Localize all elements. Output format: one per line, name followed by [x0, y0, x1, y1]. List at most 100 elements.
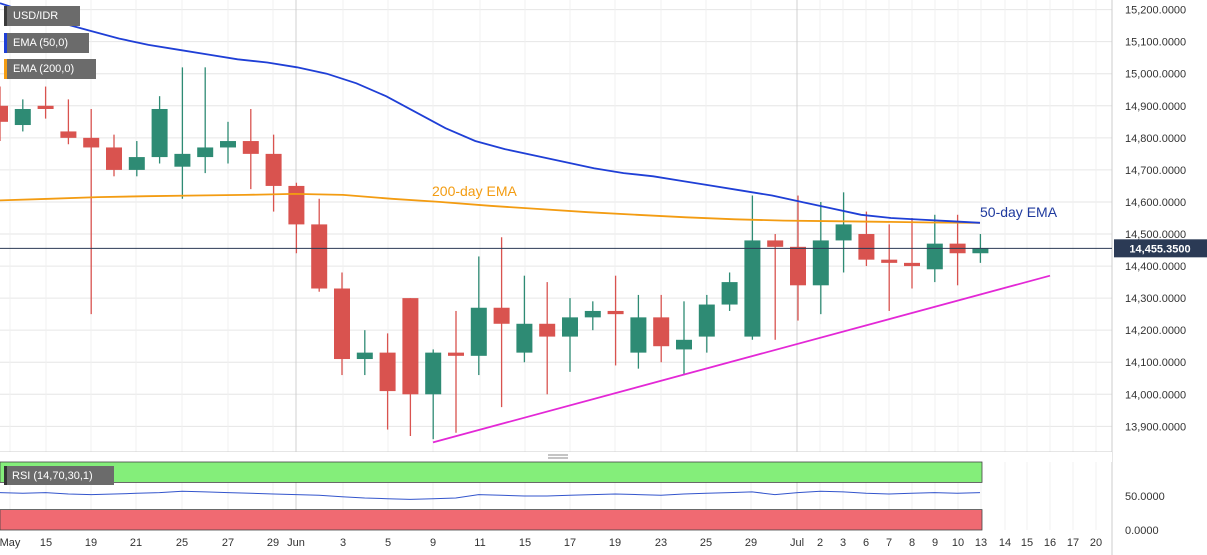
date-tick-label: 25 [176, 537, 188, 549]
date-tick-label: 7 [886, 537, 892, 549]
candle-body [0, 105, 8, 122]
candle-body [197, 147, 214, 158]
candle-body [744, 240, 761, 337]
date-tick-label: 25 [700, 537, 712, 549]
price-tick-label: 14,100.0000 [1125, 357, 1186, 369]
candle-body [334, 288, 350, 360]
candle-body [265, 153, 282, 186]
date-tick-label: 17 [564, 537, 576, 549]
candle-body [128, 157, 145, 170]
date-tick-label: 3 [340, 537, 346, 549]
date-tick-label: 13 [975, 537, 987, 549]
candle-body [972, 248, 989, 254]
last-price-label: 14,455.3500 [1129, 243, 1190, 255]
candle-body [607, 310, 624, 315]
candle-body [151, 108, 168, 158]
candle-body [83, 137, 100, 148]
date-tick-label: 8 [909, 537, 915, 549]
price-tick-label: 15,000.0000 [1125, 69, 1186, 81]
candle-body [14, 108, 31, 126]
candle-body [288, 185, 305, 225]
candle-body [539, 323, 556, 337]
price-tick-label: 14,700.0000 [1125, 165, 1186, 177]
candle-body [881, 259, 898, 263]
date-tick-label: 14 [999, 537, 1011, 549]
ema50-annotation: 50-day EMA [980, 204, 1058, 220]
rsi-tick-label: 0.0000 [1125, 525, 1159, 537]
candle-body [106, 147, 122, 170]
ema50-legend[interactable]: EMA (50,0) [4, 33, 89, 53]
last-price-box [1114, 239, 1207, 258]
candle-body [926, 243, 943, 270]
date-tick-label: 21 [130, 537, 142, 549]
candle-body [835, 224, 852, 241]
candle-body [470, 307, 487, 356]
candle-body [516, 323, 533, 353]
date-tick-label: 29 [745, 537, 757, 549]
date-tick-label: 15 [519, 537, 531, 549]
rsi-legend-accent [4, 466, 7, 485]
date-tick-label: 27 [222, 537, 234, 549]
date-tick-label: May [0, 537, 21, 549]
price-tick-label: 15,200.0000 [1125, 5, 1186, 17]
date-tick-label: 15 [40, 537, 52, 549]
date-tick-label: Jul [790, 537, 804, 549]
candle-body [37, 105, 54, 109]
candle-body [493, 307, 510, 324]
price-tick-label: 14,400.0000 [1125, 261, 1186, 273]
candle-body [60, 131, 77, 138]
date-tick-label: 19 [85, 537, 97, 549]
date-tick-label: 23 [655, 537, 667, 549]
rsi-tick-label: 50.0000 [1125, 491, 1165, 503]
rsi-oversold-zone [0, 509, 983, 531]
price-tick-label: 14,800.0000 [1125, 133, 1186, 145]
date-tick-label: 9 [932, 537, 938, 549]
rsi-line [0, 490, 981, 500]
price-tick-label: 14,600.0000 [1125, 197, 1186, 209]
candle-body [448, 352, 464, 356]
date-tick-label: 2 [817, 537, 823, 549]
price-tick-label: 13,900.0000 [1125, 421, 1186, 433]
price-tick-label: 14,300.0000 [1125, 293, 1186, 305]
candle-body [311, 224, 328, 289]
date-tick-label: Jun [287, 537, 305, 549]
price-tick-label: 14,200.0000 [1125, 325, 1186, 337]
date-tick-label: 17 [1067, 537, 1079, 549]
candle-body [767, 240, 784, 247]
candle-body [653, 317, 670, 347]
support-trendline [432, 274, 1051, 444]
date-tick-label: 29 [267, 537, 279, 549]
date-tick-label: 9 [430, 537, 436, 549]
candle-body [402, 298, 419, 395]
price-tick-label: 15,100.0000 [1125, 37, 1186, 49]
candle-body [562, 317, 578, 337]
price-tick-label: 14,000.0000 [1125, 389, 1186, 401]
pane-divider [0, 452, 1112, 462]
symbol-legend[interactable]: USD/IDR [4, 6, 80, 26]
candle-body [174, 153, 191, 167]
rsi-overbought-zone [0, 461, 983, 483]
date-tick-label: 3 [840, 537, 846, 549]
date-tick-label: 10 [952, 537, 964, 549]
candle-body [676, 339, 692, 350]
candle-body [630, 317, 647, 353]
candle-body [425, 352, 442, 395]
rsi-legend: RSI (14,70,30,1) [12, 470, 93, 482]
candle-body [904, 262, 920, 267]
date-tick-label: 11 [474, 537, 485, 549]
date-tick-label: 6 [863, 537, 869, 549]
date-tick-label: 19 [609, 537, 621, 549]
candle-body [721, 282, 738, 305]
date-tick-label: 15 [1021, 537, 1033, 549]
ema50-line [0, 2, 981, 224]
candle-body [698, 304, 715, 337]
candle-body [379, 352, 396, 392]
candle-body [220, 141, 236, 148]
price-tick-label: 14,500.0000 [1125, 229, 1186, 241]
rsi-legend-box [4, 466, 114, 485]
date-tick-label: 20 [1090, 537, 1102, 549]
candle-body [790, 246, 806, 286]
date-tick-label: 16 [1044, 537, 1056, 549]
ema200-legend[interactable]: EMA (200,0) [4, 59, 96, 79]
